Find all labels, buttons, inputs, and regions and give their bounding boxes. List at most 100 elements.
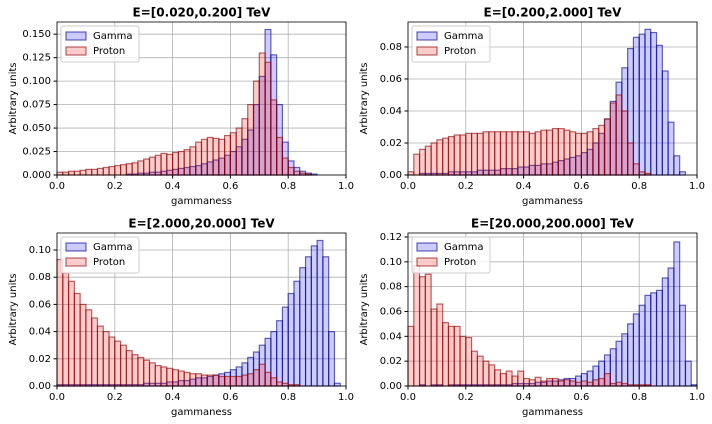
x-tick-label: 1.0: [689, 392, 705, 403]
histogram-bar: [575, 381, 582, 387]
histogram-bar: [557, 127, 565, 176]
histogram-bar: [183, 149, 191, 176]
histogram-bar: [229, 132, 237, 176]
y-axis-label: Arbitrary units: [8, 62, 19, 134]
x-tick-label: 0.8: [631, 181, 647, 192]
histogram-bar: [638, 33, 646, 176]
histogram-bar: [638, 304, 646, 387]
legend-label: Gamma: [444, 31, 484, 42]
histogram-bar: [131, 162, 139, 176]
histogram-bar: [241, 118, 249, 176]
histogram-bar: [632, 313, 640, 387]
histogram-bar: [609, 348, 617, 387]
legend-swatch: [65, 242, 87, 252]
histogram-bar: [563, 129, 571, 176]
subplot-title: E=[20.000,200.000] TeV: [471, 217, 635, 231]
y-tick-label: 0.04: [380, 331, 402, 342]
histogram-bar: [569, 131, 577, 176]
histogram-bar: [276, 320, 284, 387]
y-tick-label: 0.02: [380, 138, 402, 149]
histogram-bar: [615, 381, 623, 387]
histogram-bar: [632, 36, 640, 176]
histogram-bar: [407, 171, 415, 176]
histogram-bar: [316, 239, 324, 387]
histogram-bar: [546, 129, 554, 176]
histogram-bar: [200, 138, 208, 176]
histogram-bar: [684, 360, 692, 387]
histogram-bar: [627, 142, 635, 176]
histogram-bar: [551, 127, 559, 176]
histogram-bar: [476, 132, 484, 176]
x-tick-label: 0.6: [573, 181, 589, 192]
histogram-bar: [85, 309, 93, 387]
histogram-bar: [258, 363, 266, 387]
histogram-bar: [459, 134, 467, 176]
legend-box: [411, 236, 491, 274]
y-tick-label: 0.10: [380, 257, 402, 268]
histogram-bar: [621, 110, 629, 176]
histogram-bar: [195, 141, 203, 176]
histogram-bar: [79, 303, 87, 387]
legend-swatch: [416, 31, 438, 41]
histogram-bar: [200, 374, 208, 387]
histogram-bar: [638, 171, 646, 176]
x-axis-label: gammaness: [522, 407, 583, 418]
histogram-bar: [453, 134, 461, 176]
histogram-bar: [609, 102, 617, 176]
histogram-bar: [154, 365, 162, 387]
x-tick-label: 0.0: [49, 181, 65, 192]
histogram-bar: [511, 131, 519, 176]
histogram-bar: [322, 256, 330, 387]
histogram-bar: [598, 377, 606, 387]
histogram-bar: [56, 258, 64, 387]
histogram-bar: [281, 157, 289, 176]
x-tick-label: 0.0: [49, 392, 65, 403]
x-tick-label: 0.8: [280, 181, 296, 192]
histogram-bar: [172, 369, 179, 387]
histogram-bar: [281, 306, 289, 387]
x-tick-label: 0.6: [573, 392, 589, 403]
legend-label: Proton: [444, 257, 476, 268]
histogram-bar: [661, 277, 669, 387]
histogram-bar: [528, 379, 536, 387]
histogram-bar: [206, 374, 214, 387]
y-tick-label: 0.125: [22, 53, 51, 64]
x-axis-label: gammaness: [522, 196, 583, 207]
histogram-bar: [667, 121, 675, 176]
x-tick-label: 1.0: [338, 392, 354, 403]
histogram-bar: [276, 136, 284, 176]
y-tick-label: 0.04: [29, 327, 51, 338]
histogram-bar: [119, 164, 127, 176]
y-tick-label: 0.00: [29, 381, 51, 392]
histogram-bar: [655, 44, 663, 176]
histogram-bar: [621, 333, 629, 387]
legend-swatch: [65, 257, 87, 267]
histogram-bar: [177, 150, 185, 176]
histogram-bar: [195, 373, 203, 387]
histogram-bar: [592, 379, 600, 387]
histogram-bar: [91, 317, 99, 387]
histogram-bar: [655, 289, 663, 387]
histogram-bar: [264, 61, 272, 176]
histogram-bar: [586, 131, 594, 176]
histogram-bar: [413, 153, 421, 176]
histogram-bar: [258, 52, 266, 176]
y-axis-label: Arbitrary units: [8, 273, 19, 345]
histogram-bar: [603, 372, 611, 387]
histogram-bar: [650, 31, 658, 176]
x-tick-label: 0.8: [280, 392, 296, 403]
y-tick-label: 0.075: [22, 100, 51, 111]
y-tick-label: 0.100: [22, 76, 51, 87]
histogram-bar: [235, 375, 243, 387]
histogram-bar: [189, 373, 197, 387]
histogram-bar: [679, 171, 687, 176]
y-tick-label: 0.06: [380, 74, 402, 85]
histogram-bar: [328, 331, 336, 387]
subplot: E=[0.200,2.000] TeV 0.00 0.02 0.04 0.06 0.08 0…: [359, 6, 705, 208]
legend-swatch: [416, 257, 438, 267]
histogram-bar: [241, 374, 249, 387]
histogram-bar: [114, 165, 122, 176]
x-tick-label: 0.8: [631, 392, 647, 403]
histogram-bar: [673, 241, 681, 387]
